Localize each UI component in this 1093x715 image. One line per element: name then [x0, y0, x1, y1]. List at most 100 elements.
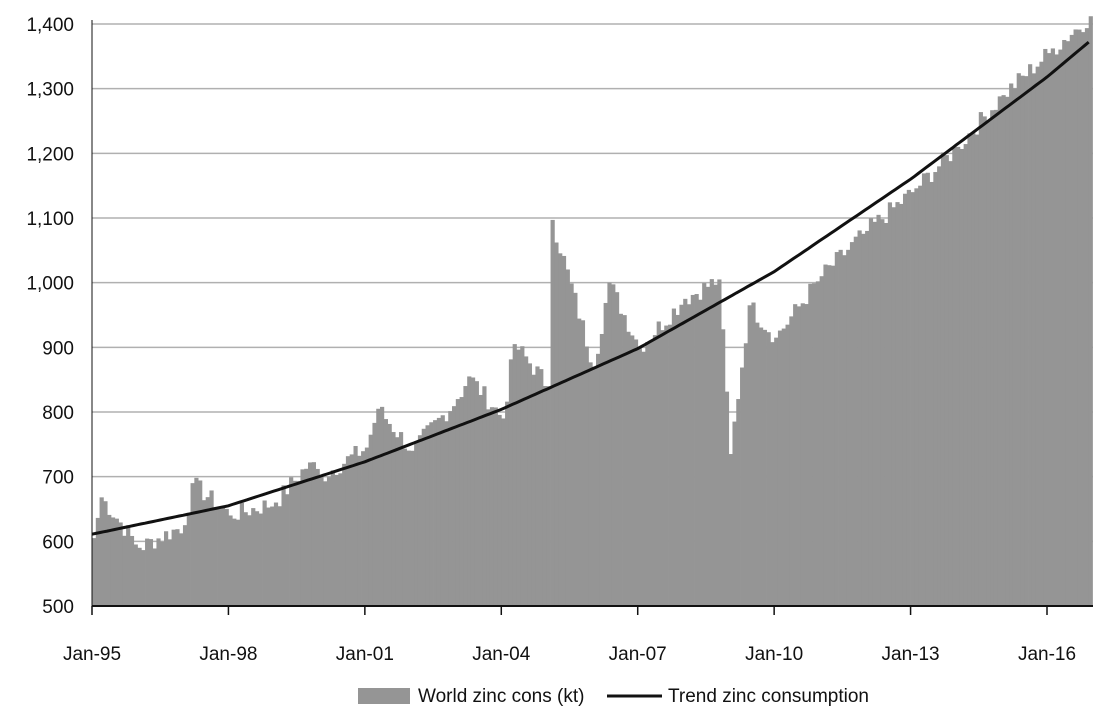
bar	[846, 249, 851, 607]
bar	[520, 346, 525, 606]
y-tick-label: 1,100	[26, 209, 74, 230]
bar	[690, 294, 695, 606]
bar	[925, 172, 930, 607]
bar	[414, 441, 419, 606]
bar	[952, 147, 957, 607]
bar	[770, 342, 775, 606]
bar	[482, 386, 487, 606]
bar	[524, 356, 529, 606]
bar	[239, 502, 244, 606]
bar	[201, 500, 207, 606]
bar	[573, 292, 578, 606]
bar	[861, 233, 866, 606]
bar	[918, 185, 923, 606]
bar	[1088, 16, 1093, 607]
bar	[660, 330, 665, 606]
bar	[323, 481, 328, 606]
bar	[308, 462, 313, 606]
bar	[292, 480, 298, 606]
bar	[220, 508, 226, 606]
bar	[448, 411, 453, 606]
bar	[281, 485, 286, 606]
bar	[531, 374, 536, 606]
bar	[209, 490, 214, 606]
bar	[1050, 48, 1055, 606]
bar	[1020, 75, 1025, 606]
bar	[357, 455, 362, 606]
bar	[527, 363, 533, 606]
bar	[1065, 41, 1071, 607]
x-tick-label: Jan-01	[336, 644, 394, 665]
bar	[675, 314, 680, 606]
bar	[258, 513, 263, 606]
bar	[349, 454, 354, 606]
bar	[865, 230, 870, 606]
bar	[944, 155, 949, 606]
bar	[103, 501, 108, 606]
bar	[1016, 73, 1021, 606]
bar	[884, 223, 889, 606]
bar	[645, 342, 650, 606]
bar	[815, 281, 821, 606]
bar	[156, 538, 161, 606]
bar	[345, 456, 351, 606]
bar	[398, 432, 404, 606]
bar	[565, 269, 570, 606]
bar	[849, 242, 855, 606]
bar	[732, 421, 737, 606]
bar	[164, 531, 169, 606]
bar	[967, 133, 972, 606]
bar	[804, 304, 809, 606]
bar	[425, 425, 430, 606]
bar	[1012, 88, 1018, 606]
bar	[1069, 34, 1074, 606]
gridlines	[92, 23, 1093, 543]
bar	[326, 477, 332, 606]
bar	[129, 535, 135, 606]
bar	[145, 538, 150, 606]
bar	[198, 480, 203, 606]
bar	[330, 470, 335, 606]
bar	[899, 203, 904, 606]
bar	[285, 494, 290, 606]
bar	[368, 434, 373, 606]
bar	[190, 483, 195, 606]
bar	[110, 517, 116, 606]
bar	[205, 497, 210, 606]
bar	[993, 109, 999, 606]
bar	[857, 230, 862, 606]
bar	[978, 112, 983, 606]
y-tick-label: 800	[42, 403, 74, 424]
bar	[819, 276, 824, 606]
bar	[1062, 39, 1067, 607]
bar	[603, 302, 608, 606]
bar	[895, 202, 900, 606]
bar	[1043, 48, 1048, 606]
bar	[812, 283, 817, 606]
bar	[721, 329, 726, 606]
bar	[1073, 29, 1078, 607]
bar	[535, 366, 540, 606]
bar	[887, 202, 893, 606]
bar	[429, 422, 434, 606]
bar	[698, 299, 703, 606]
bar	[959, 148, 965, 606]
bar	[1054, 54, 1059, 606]
bar	[755, 322, 760, 606]
bar	[580, 320, 586, 606]
bar	[266, 507, 271, 606]
bar	[853, 236, 858, 606]
bar	[186, 512, 191, 606]
bar	[182, 525, 188, 606]
y-tick-label: 1,300	[26, 80, 74, 101]
bar	[505, 401, 510, 606]
bar	[948, 161, 953, 606]
bar	[774, 337, 779, 606]
bar	[823, 264, 828, 606]
bar	[747, 305, 752, 606]
bar	[126, 525, 131, 606]
bar	[1058, 49, 1063, 607]
bar	[914, 188, 919, 606]
bar	[107, 514, 112, 606]
legend: World zinc cons (kt) Trend zinc consumpt…	[358, 686, 869, 707]
